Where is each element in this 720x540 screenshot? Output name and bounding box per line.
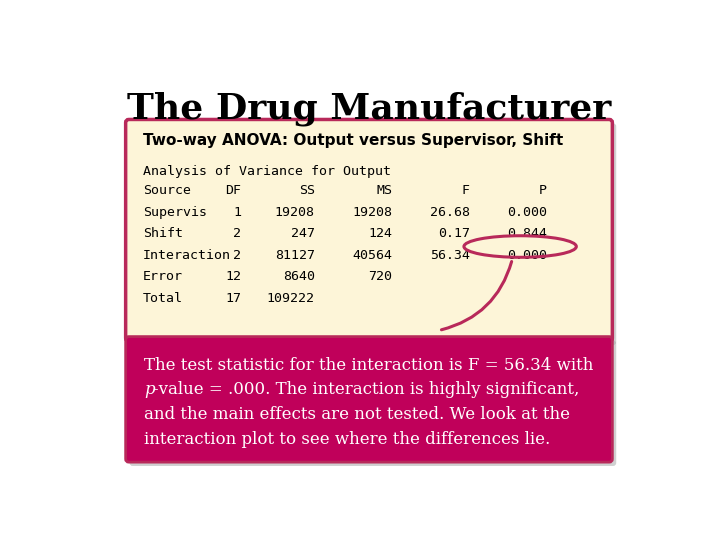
Text: 40564: 40564 xyxy=(352,249,392,262)
Text: 0.000: 0.000 xyxy=(508,249,547,262)
Text: Interaction: Interaction xyxy=(143,249,230,262)
Text: 19208: 19208 xyxy=(275,206,315,219)
Text: 17: 17 xyxy=(225,292,241,305)
Text: 2: 2 xyxy=(233,249,241,262)
Text: 247: 247 xyxy=(291,227,315,240)
Text: Source: Source xyxy=(143,184,191,197)
Text: 124: 124 xyxy=(368,227,392,240)
Text: The test statistic for the interaction is F = 56.34 with: The test statistic for the interaction i… xyxy=(144,356,593,374)
Text: SS: SS xyxy=(299,184,315,197)
FancyBboxPatch shape xyxy=(130,123,616,345)
Text: 0.844: 0.844 xyxy=(508,227,547,240)
Text: Total: Total xyxy=(143,292,183,305)
Text: 19208: 19208 xyxy=(352,206,392,219)
FancyBboxPatch shape xyxy=(126,336,612,462)
Text: MS: MS xyxy=(377,184,392,197)
Text: 12: 12 xyxy=(225,271,241,284)
Text: 1: 1 xyxy=(233,206,241,219)
Text: Analysis of Variance for Output: Analysis of Variance for Output xyxy=(143,165,391,178)
Text: 8640: 8640 xyxy=(283,271,315,284)
Text: interaction plot to see where the differences lie.: interaction plot to see where the differ… xyxy=(144,430,551,448)
Text: Shift: Shift xyxy=(143,227,183,240)
Text: 81127: 81127 xyxy=(275,249,315,262)
Text: F: F xyxy=(462,184,469,197)
Text: p: p xyxy=(144,381,155,399)
Text: DF: DF xyxy=(225,184,241,197)
Text: 720: 720 xyxy=(368,271,392,284)
Text: 26.68: 26.68 xyxy=(430,206,469,219)
Text: Error: Error xyxy=(143,271,183,284)
Text: The Drug Manufacturer: The Drug Manufacturer xyxy=(127,92,611,126)
Text: 0.000: 0.000 xyxy=(508,206,547,219)
Text: 109222: 109222 xyxy=(266,292,315,305)
Text: Supervis: Supervis xyxy=(143,206,207,219)
Text: 56.34: 56.34 xyxy=(430,249,469,262)
Text: 0.17: 0.17 xyxy=(438,227,469,240)
Text: P: P xyxy=(539,184,547,197)
FancyBboxPatch shape xyxy=(130,340,616,466)
Text: and the main effects are not tested. We look at the: and the main effects are not tested. We … xyxy=(144,406,570,423)
FancyBboxPatch shape xyxy=(126,119,612,341)
Text: Two-way ANOVA: Output versus Supervisor, Shift: Two-way ANOVA: Output versus Supervisor,… xyxy=(143,133,563,148)
Text: 2: 2 xyxy=(233,227,241,240)
Text: -value = .000. The interaction is highly significant,: -value = .000. The interaction is highly… xyxy=(153,381,579,399)
FancyArrowPatch shape xyxy=(441,261,512,330)
